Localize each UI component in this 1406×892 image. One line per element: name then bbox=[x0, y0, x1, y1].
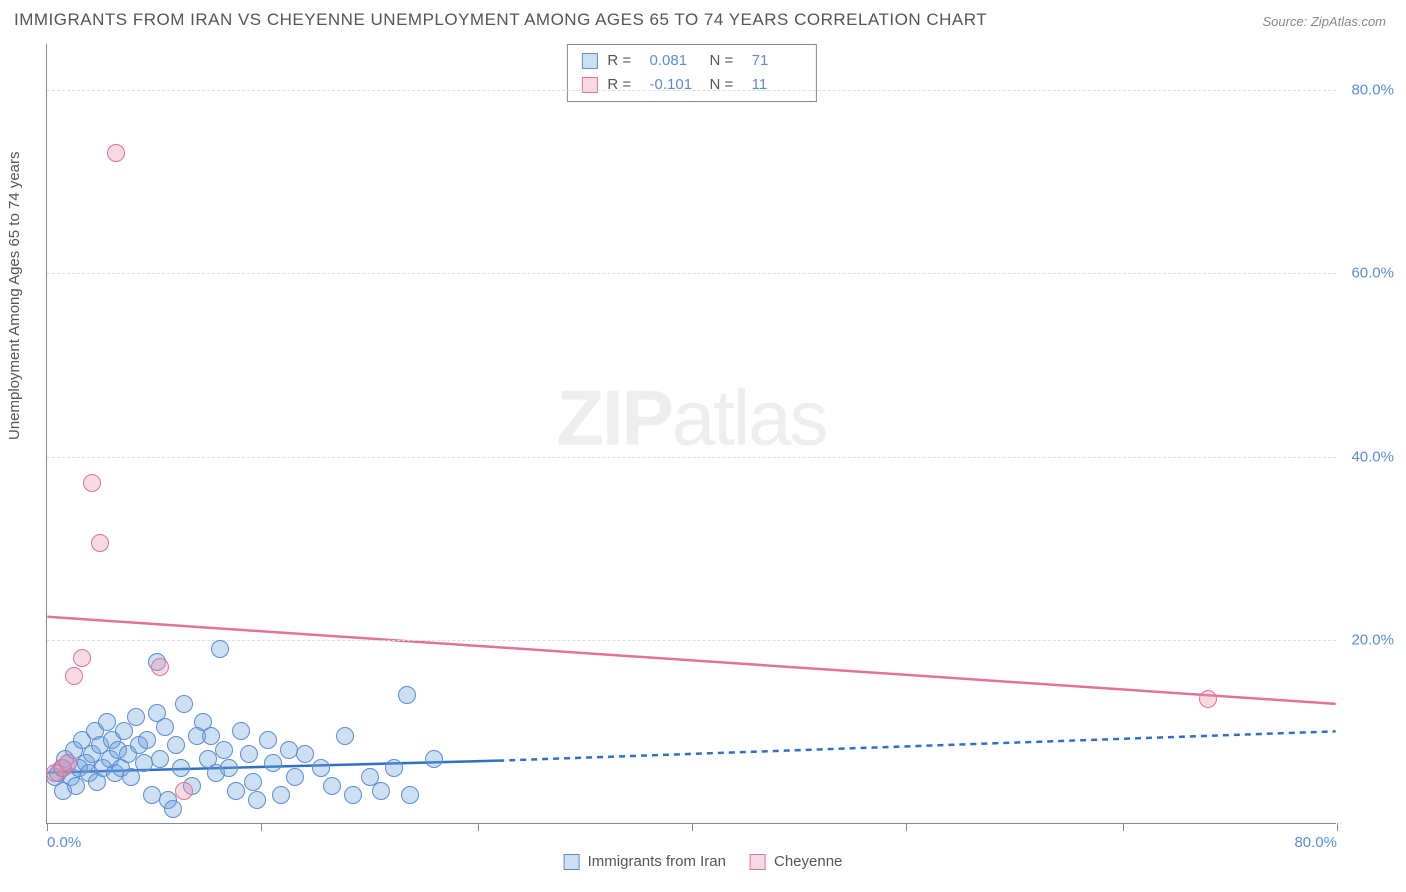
x-tick bbox=[1123, 823, 1124, 831]
source-attribution: Source: ZipAtlas.com bbox=[1262, 14, 1386, 29]
scatter-point bbox=[296, 745, 314, 763]
gridline-h bbox=[47, 273, 1336, 274]
legend-swatch bbox=[581, 53, 597, 69]
scatter-point bbox=[248, 791, 266, 809]
stat-n-label: N = bbox=[710, 49, 742, 73]
stats-row: R = 0.081 N = 71 bbox=[581, 49, 801, 73]
scatter-point bbox=[323, 777, 341, 795]
x-tick bbox=[261, 823, 262, 831]
legend-swatch bbox=[750, 854, 766, 870]
scatter-point bbox=[59, 754, 77, 772]
scatter-point bbox=[138, 731, 156, 749]
scatter-point bbox=[272, 786, 290, 804]
stat-r-label: R = bbox=[607, 49, 639, 73]
scatter-point bbox=[244, 773, 262, 791]
scatter-point bbox=[91, 534, 109, 552]
scatter-point bbox=[175, 695, 193, 713]
y-tick-label: 80.0% bbox=[1351, 81, 1394, 98]
scatter-point bbox=[65, 667, 83, 685]
gridline-h bbox=[47, 640, 1336, 641]
x-tick bbox=[906, 823, 907, 831]
legend-item: Immigrants from Iran bbox=[564, 853, 726, 870]
x-tick bbox=[1337, 823, 1338, 831]
y-tick-label: 20.0% bbox=[1351, 632, 1394, 649]
scatter-point bbox=[220, 759, 238, 777]
scatter-point bbox=[286, 768, 304, 786]
scatter-point bbox=[372, 782, 390, 800]
scatter-point bbox=[164, 800, 182, 818]
scatter-point bbox=[122, 768, 140, 786]
stat-n-value: 11 bbox=[752, 73, 802, 97]
gridline-h bbox=[47, 90, 1336, 91]
scatter-point bbox=[312, 759, 330, 777]
scatter-point bbox=[83, 474, 101, 492]
stat-n-value: 71 bbox=[752, 49, 802, 73]
scatter-point bbox=[172, 759, 190, 777]
scatter-point bbox=[259, 731, 277, 749]
scatter-point bbox=[167, 736, 185, 754]
scatter-point bbox=[344, 786, 362, 804]
x-tick bbox=[478, 823, 479, 831]
scatter-point bbox=[227, 782, 245, 800]
series-legend: Immigrants from Iran Cheyenne bbox=[564, 853, 843, 870]
scatter-point bbox=[264, 754, 282, 772]
scatter-point bbox=[175, 782, 193, 800]
scatter-point bbox=[401, 786, 419, 804]
chart-plot-area: ZIPatlas R = 0.081 N = 71 R = -0.101 N = 11… bbox=[46, 44, 1336, 824]
watermark: ZIPatlas bbox=[556, 372, 826, 463]
scatter-point bbox=[425, 750, 443, 768]
trend-lines-layer bbox=[47, 44, 1336, 823]
gridline-h bbox=[47, 457, 1336, 458]
x-tick-label: 80.0% bbox=[1294, 834, 1337, 851]
scatter-point bbox=[98, 713, 116, 731]
scatter-point bbox=[127, 708, 145, 726]
legend-label: Immigrants from Iran bbox=[588, 853, 726, 870]
y-tick-label: 60.0% bbox=[1351, 265, 1394, 282]
scatter-point bbox=[398, 686, 416, 704]
scatter-point bbox=[215, 741, 233, 759]
scatter-point bbox=[73, 649, 91, 667]
scatter-point bbox=[232, 722, 250, 740]
y-axis-label: Unemployment Among Ages 65 to 74 years bbox=[6, 151, 23, 440]
x-tick bbox=[692, 823, 693, 831]
stat-r-value: -0.101 bbox=[650, 73, 700, 97]
legend-item: Cheyenne bbox=[750, 853, 842, 870]
scatter-point bbox=[151, 658, 169, 676]
stats-row: R = -0.101 N = 11 bbox=[581, 73, 801, 97]
legend-swatch bbox=[564, 854, 580, 870]
stats-legend-box: R = 0.081 N = 71 R = -0.101 N = 11 bbox=[566, 44, 816, 102]
scatter-point bbox=[240, 745, 258, 763]
scatter-point bbox=[67, 777, 85, 795]
scatter-point bbox=[385, 759, 403, 777]
chart-title: IMMIGRANTS FROM IRAN VS CHEYENNE UNEMPLO… bbox=[14, 10, 987, 30]
stat-r-value: 0.081 bbox=[650, 49, 700, 73]
y-tick-label: 40.0% bbox=[1351, 448, 1394, 465]
scatter-point bbox=[211, 640, 229, 658]
stat-r-label: R = bbox=[607, 73, 639, 97]
x-tick-label: 0.0% bbox=[47, 834, 81, 851]
scatter-point bbox=[336, 727, 354, 745]
stat-n-label: N = bbox=[710, 73, 742, 97]
x-tick bbox=[47, 823, 48, 831]
scatter-point bbox=[107, 144, 125, 162]
scatter-point bbox=[1199, 690, 1217, 708]
legend-label: Cheyenne bbox=[774, 853, 842, 870]
scatter-point bbox=[151, 750, 169, 768]
scatter-point bbox=[156, 718, 174, 736]
